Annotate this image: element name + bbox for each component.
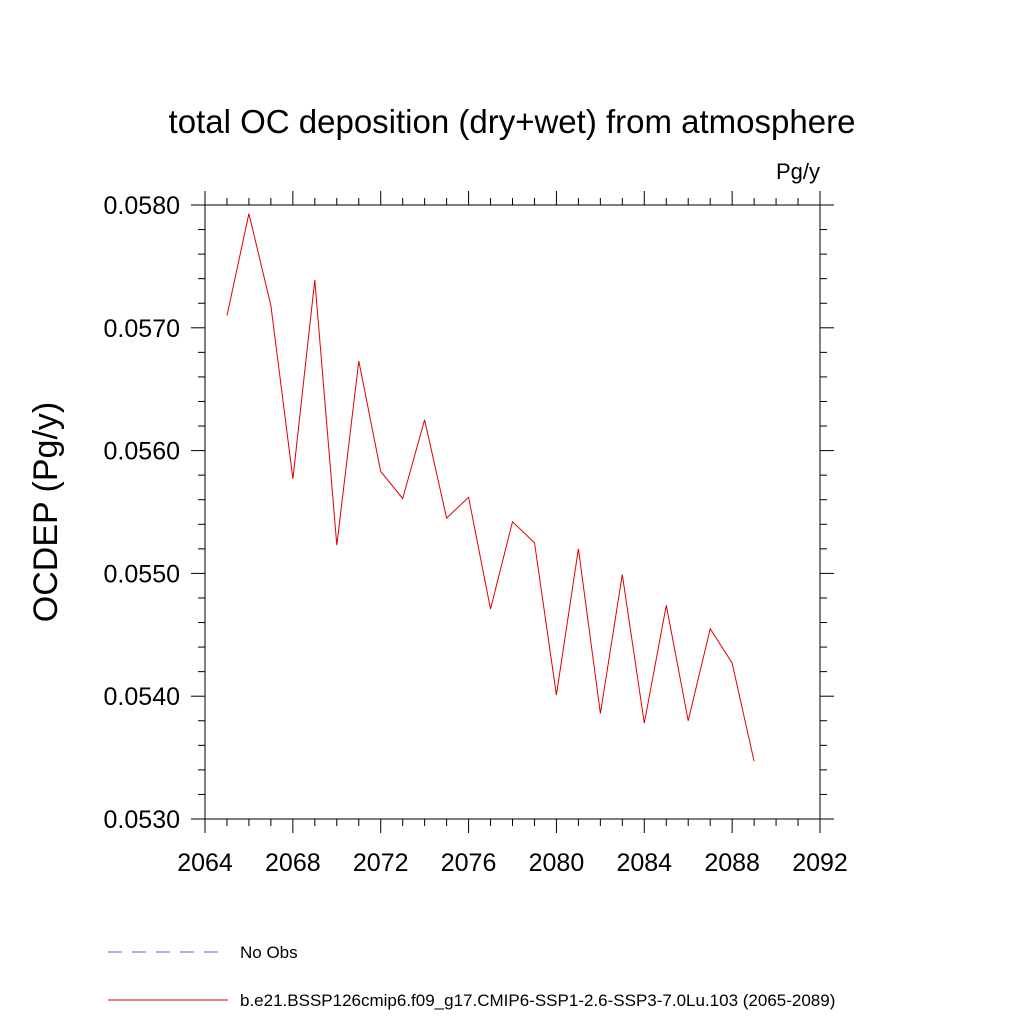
x-tick-label: 2088 — [704, 849, 760, 877]
plot-frame — [204, 204, 821, 820]
x-tick-label: 2068 — [265, 849, 321, 877]
y-axis-label: OCDEP (Pg/y) — [27, 402, 65, 622]
y-tick-label: 0.0570 — [104, 315, 180, 343]
chart-title: total OC deposition (dry+wet) from atmos… — [169, 103, 856, 140]
legend-label: b.e21.BSSP126cmip6.f09_g17.CMIP6-SSP1-2.… — [240, 991, 835, 1010]
x-tick-label: 2092 — [792, 849, 848, 877]
x-tick-label: 2076 — [441, 849, 497, 877]
x-tick-label: 2084 — [616, 849, 672, 877]
x-tick-label: 2080 — [529, 849, 585, 877]
x-tick-label: 2064 — [177, 849, 233, 877]
y-tick-label: 0.0540 — [104, 683, 180, 711]
y-tick-label: 0.0560 — [104, 438, 180, 466]
y-tick-label: 0.0550 — [104, 560, 180, 588]
legend: No Obs b.e21.BSSP126cmip6.f09_g17.CMIP6-S… — [108, 943, 835, 1010]
series-layer — [226, 213, 755, 762]
x-tick-label: 2072 — [353, 849, 409, 877]
units-label: Pg/y — [776, 159, 820, 184]
y-tick-label: 0.0530 — [104, 806, 180, 834]
series-line — [226, 213, 755, 762]
legend-label: No Obs — [240, 943, 298, 962]
axes: 2064 2068 2072 2076 2080 2084 2088 2092 0.0530 0.… — [104, 191, 848, 877]
y-tick-label: 0.0580 — [104, 192, 180, 220]
